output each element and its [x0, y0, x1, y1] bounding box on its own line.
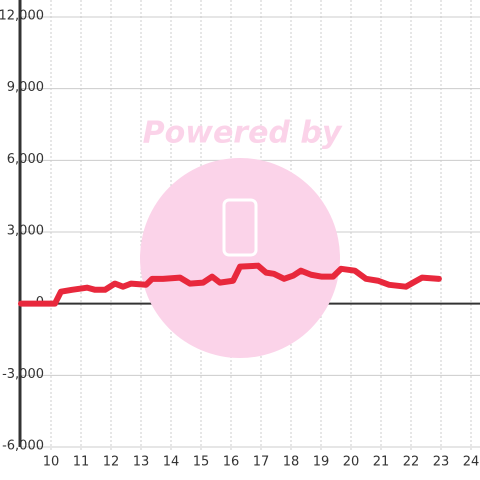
x-tick-label: 18	[283, 455, 300, 470]
x-tick-label: 22	[403, 455, 420, 470]
x-tick-label: 10	[43, 455, 60, 470]
series-line	[18, 262, 442, 307]
x-tick-label: 20	[343, 455, 360, 470]
y-tick-label: 9,000	[7, 80, 44, 95]
y-tick-label: 3,000	[7, 224, 44, 239]
x-tick-label: 11	[73, 455, 90, 470]
x-tick-label: 17	[253, 455, 270, 470]
x-tick-label: 19	[313, 455, 330, 470]
x-tick-label: 21	[373, 455, 390, 470]
plot: 10 11 12 13 14 15 16 17 18 19 20 21 22 23 24 -6,000 -3,0…	[0, 0, 479, 470]
x-tick-label: 16	[223, 455, 240, 470]
y-tick-label: -3,000	[2, 367, 44, 382]
x-tick-label: 23	[433, 455, 450, 470]
x-tick-label: 24	[463, 455, 480, 470]
x-tick-label: 13	[133, 455, 150, 470]
y-tick-label: -6,000	[2, 439, 44, 454]
y-tick-label: 12,000	[0, 9, 44, 24]
watermark-logo	[140, 158, 340, 358]
watermark-icon	[222, 198, 258, 257]
x-tick-label: 12	[103, 455, 120, 470]
x-tick-label: 15	[193, 455, 210, 470]
x-tick-label: 14	[163, 455, 180, 470]
watermark-text: Powered by	[143, 116, 343, 151]
y-tick-label: 6,000	[7, 152, 44, 167]
